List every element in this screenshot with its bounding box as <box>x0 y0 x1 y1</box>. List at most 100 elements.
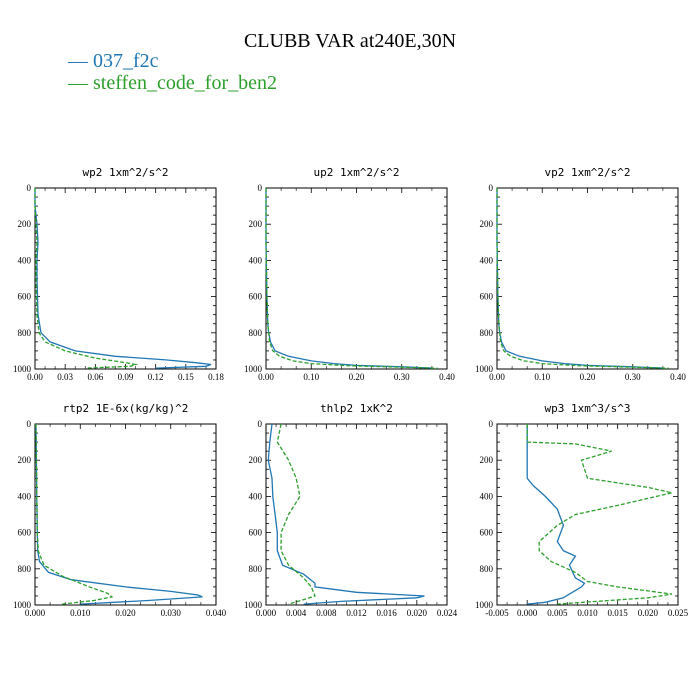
x-tick-label: 0.06 <box>87 372 103 382</box>
x-tick-label: 0.40 <box>439 372 455 382</box>
y-tick-label: 0 <box>27 183 32 193</box>
x-tick-label: 0.40 <box>670 372 686 382</box>
x-tick-label: 0.025 <box>668 608 689 618</box>
plot-frame <box>265 423 448 606</box>
x-tick-label: 0.030 <box>161 608 182 618</box>
subplot-title: wp2 1xm^2/s^2 <box>82 166 168 179</box>
y-tick-label: 1000 <box>475 364 494 374</box>
series-line-2 <box>34 188 139 369</box>
x-tick-label: 0.00 <box>258 372 274 382</box>
y-tick-label: 0 <box>258 183 263 193</box>
x-tick-label: -0.005 <box>485 608 509 618</box>
series-line-1 <box>265 188 434 369</box>
x-tick-label: 0.15 <box>178 372 194 382</box>
y-tick-label: 600 <box>18 292 32 302</box>
y-tick-label: 600 <box>480 292 494 302</box>
y-tick-label: 200 <box>480 219 494 229</box>
x-tick-label: 0.015 <box>608 608 629 618</box>
x-tick-label: 0.020 <box>407 608 428 618</box>
x-tick-label: 0.12 <box>148 372 164 382</box>
series-line-1 <box>35 423 203 605</box>
y-tick-label: 600 <box>249 292 263 302</box>
x-tick-label: 0.020 <box>115 608 136 618</box>
series-line-2 <box>526 424 673 605</box>
plot-frame <box>496 187 679 370</box>
y-tick-label: 600 <box>18 528 32 538</box>
x-tick-label: 0.016 <box>377 608 398 618</box>
x-tick-label: 0.10 <box>534 372 550 382</box>
y-tick-label: 800 <box>18 564 32 574</box>
plot-frame <box>265 187 448 370</box>
x-tick-label: 0.005 <box>547 608 568 618</box>
y-tick-label: 200 <box>18 455 32 465</box>
y-tick-label: 1000 <box>475 600 494 610</box>
subplot-title: rtp2 1E-6x(kg/kg)^2 <box>63 402 189 415</box>
x-tick-label: 0.004 <box>286 608 307 618</box>
x-tick-label: 0.020 <box>638 608 659 618</box>
x-tick-label: 0.20 <box>349 372 365 382</box>
y-tick-label: 1000 <box>13 600 32 610</box>
y-tick-label: 600 <box>249 528 263 538</box>
x-tick-label: 0.008 <box>316 608 337 618</box>
x-tick-label: 0.18 <box>208 372 224 382</box>
legend-entry-series-2: — steffen_code_for_ben2 <box>68 72 278 94</box>
legend-label: 037_f2c <box>93 50 159 72</box>
y-tick-label: 800 <box>249 328 263 338</box>
x-tick-label: 0.30 <box>394 372 410 382</box>
y-tick-label: 400 <box>249 491 263 501</box>
y-tick-label: 800 <box>249 564 263 574</box>
x-tick-label: 0.012 <box>346 608 366 618</box>
series-line-2 <box>35 423 114 605</box>
legend-entry-series-1: — 037_f2c <box>68 50 159 72</box>
series-line-2 <box>265 188 438 369</box>
series-line-1 <box>526 424 586 605</box>
y-tick-label: 800 <box>18 328 32 338</box>
y-tick-label: 400 <box>249 255 263 265</box>
y-tick-label: 200 <box>249 219 263 229</box>
y-tick-label: 800 <box>480 564 494 574</box>
x-tick-label: 0.30 <box>625 372 641 382</box>
x-tick-label: 0.024 <box>437 608 458 618</box>
x-tick-label: 0.09 <box>118 372 134 382</box>
x-tick-label: 0.010 <box>70 608 91 618</box>
plot-frame <box>34 423 217 606</box>
y-tick-label: 600 <box>480 528 494 538</box>
subplot-title: vp2 1xm^2/s^2 <box>544 166 630 179</box>
y-tick-label: 400 <box>18 255 32 265</box>
series-line-1 <box>34 188 212 369</box>
series-line-2 <box>276 423 316 605</box>
y-tick-label: 400 <box>480 255 494 265</box>
series-line-1 <box>267 423 425 605</box>
x-tick-label: 0.040 <box>206 608 227 618</box>
y-tick-label: 400 <box>480 491 494 501</box>
x-tick-label: 0.000 <box>25 608 46 618</box>
series-line-1 <box>496 188 665 369</box>
x-tick-label: 0.00 <box>489 372 505 382</box>
x-tick-label: 0.00 <box>27 372 43 382</box>
y-tick-label: 200 <box>249 455 263 465</box>
subplot-6: wp3 1xm^3/s^3 0 200 400 600 800 1000-0.005 0.00… <box>475 402 689 618</box>
y-tick-label: 1000 <box>244 600 263 610</box>
y-tick-label: 0 <box>258 419 263 429</box>
x-tick-label: 0.000 <box>256 608 277 618</box>
series-line-2 <box>496 188 670 369</box>
chart-title: CLUBB VAR at240E,30N <box>243 30 457 52</box>
subplot-4: rtp2 1E-6x(kg/kg)^2 0 200 400 600 800 10000.00… <box>13 402 227 618</box>
y-tick-label: 200 <box>18 219 32 229</box>
x-tick-label: 0.20 <box>580 372 596 382</box>
x-tick-label: 0.03 <box>57 372 73 382</box>
y-tick-label: 200 <box>480 455 494 465</box>
y-tick-label: 0 <box>489 419 494 429</box>
x-tick-label: 0.000 <box>517 608 538 618</box>
subplot-title: wp3 1xm^3/s^3 <box>544 402 630 415</box>
x-tick-label: 0.010 <box>577 608 598 618</box>
subplot-title: up2 1xm^2/s^2 <box>313 166 399 179</box>
plot-frame <box>496 423 679 606</box>
plot-frame <box>34 187 217 370</box>
x-tick-label: 0.10 <box>303 372 319 382</box>
